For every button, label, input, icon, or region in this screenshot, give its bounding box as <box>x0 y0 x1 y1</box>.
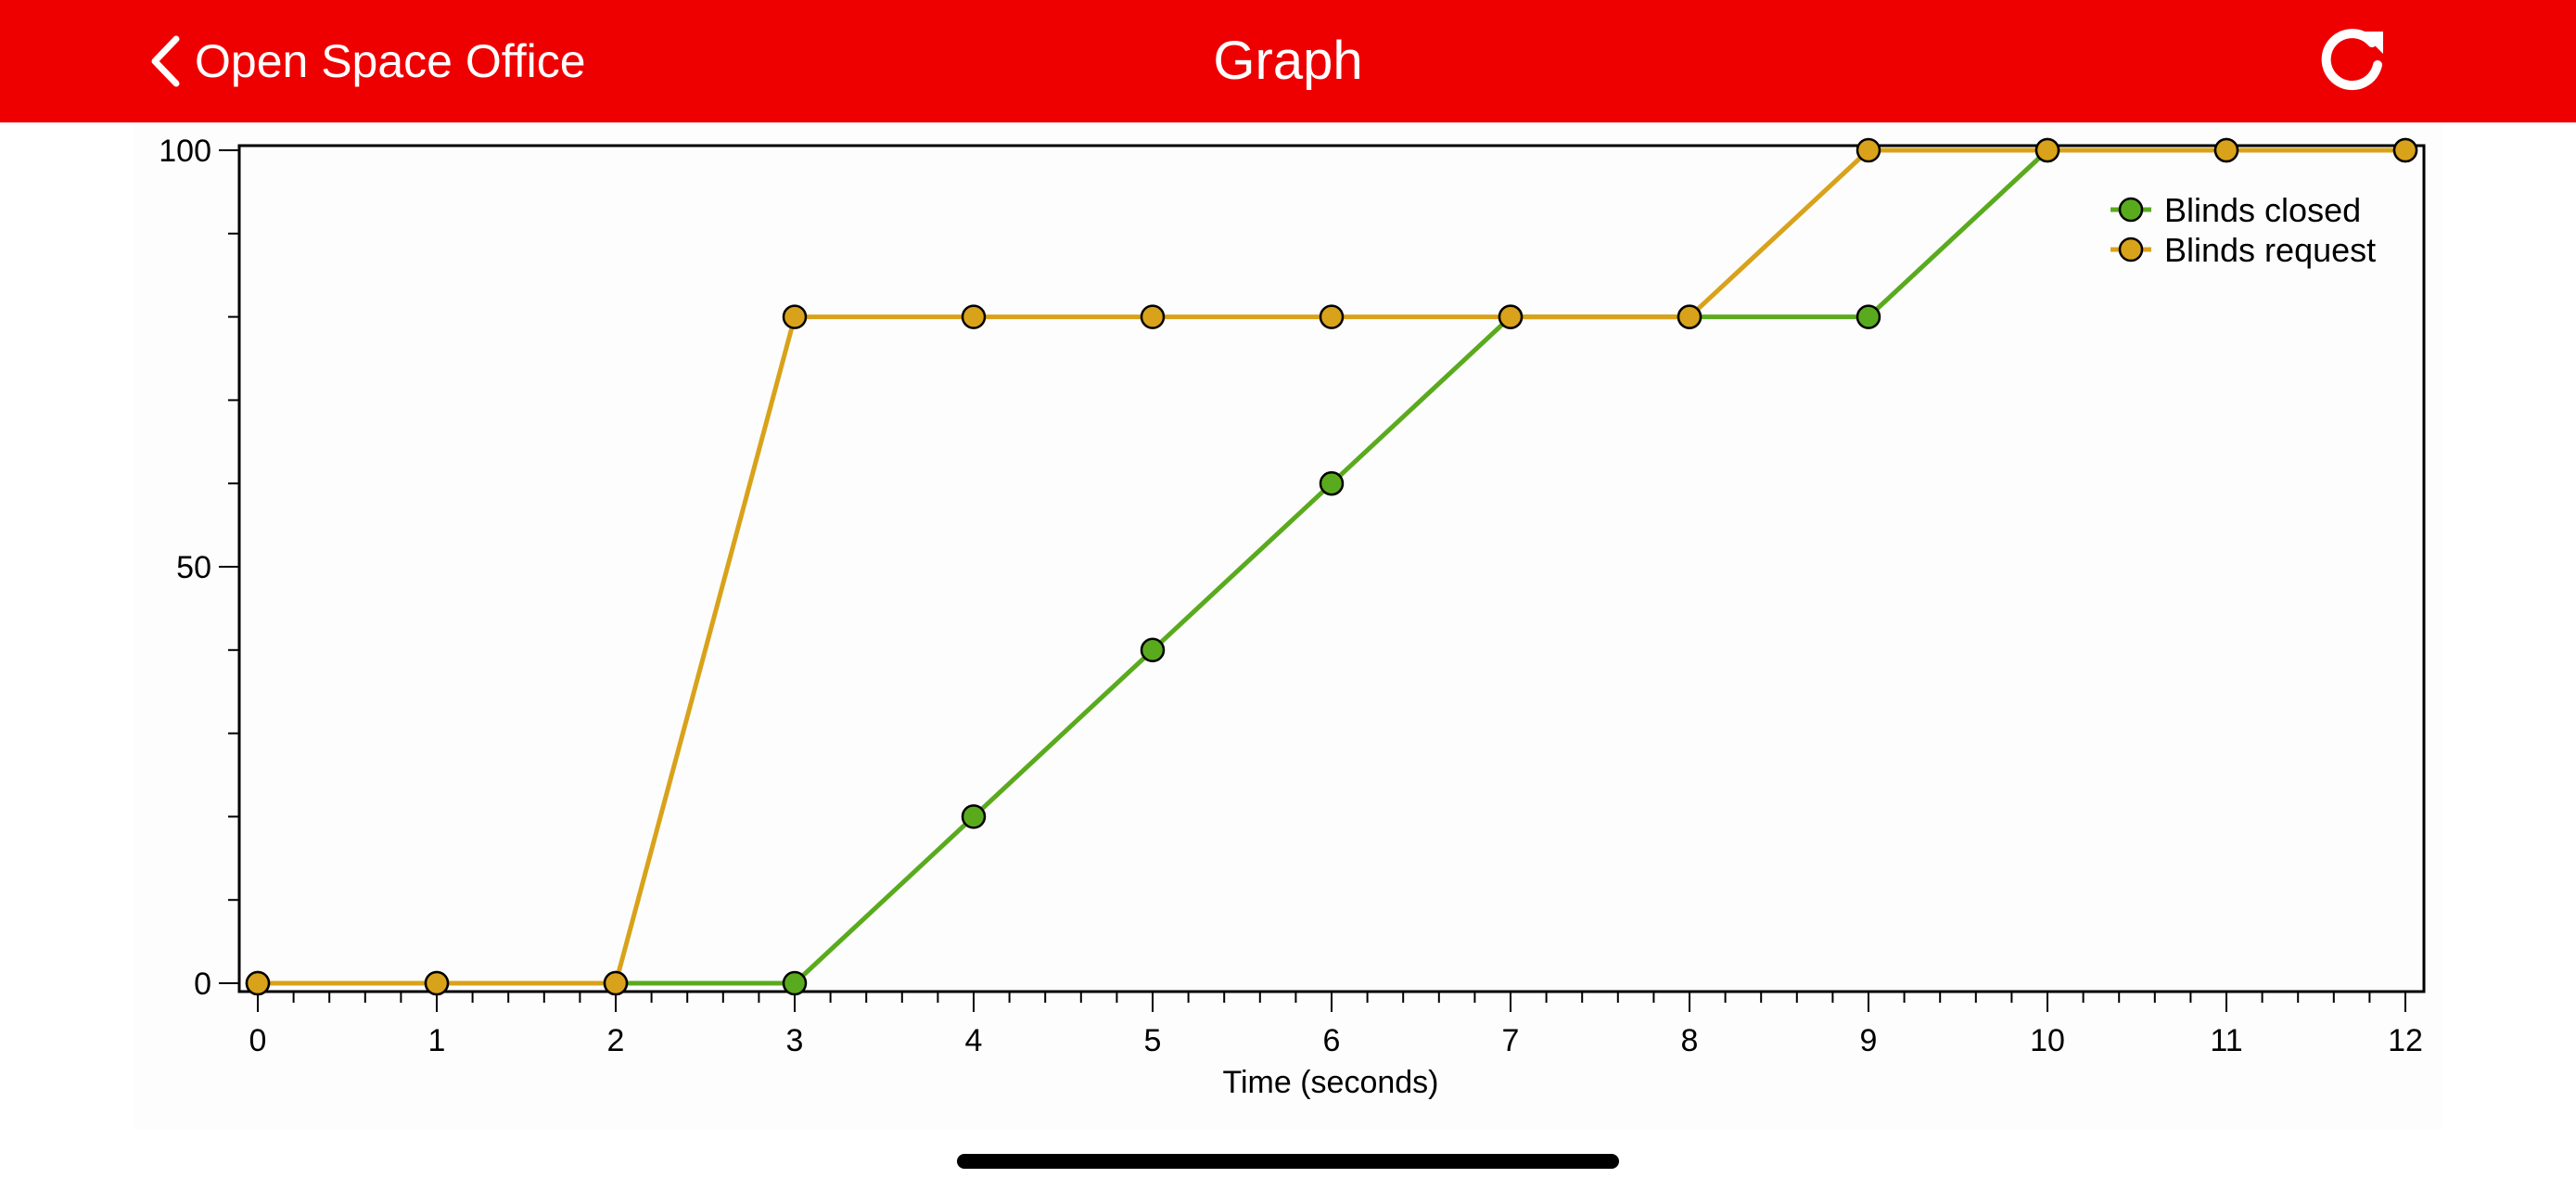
back-button-label: Open Space Office <box>195 35 586 87</box>
data-point <box>961 804 987 829</box>
x-axis-label: Time (seconds) <box>1222 1065 1438 1100</box>
x-tick-label: 6 <box>1323 1023 1341 1058</box>
y-tick-label: 100 <box>159 134 211 169</box>
x-tick-label: 9 <box>1860 1023 1878 1058</box>
x-tick-label: 12 <box>2388 1023 2423 1058</box>
data-point <box>2392 137 2418 163</box>
data-point <box>2034 137 2060 163</box>
data-point <box>782 970 808 996</box>
refresh-button[interactable] <box>2315 24 2389 98</box>
data-point <box>245 970 271 996</box>
data-point <box>1498 304 1524 329</box>
data-point <box>1319 304 1345 329</box>
data-point <box>1677 304 1702 329</box>
x-tick-label: 8 <box>1681 1023 1699 1058</box>
x-tick-label: 4 <box>965 1023 983 1058</box>
data-point <box>782 304 808 329</box>
data-point <box>424 970 450 996</box>
x-tick-label: 1 <box>428 1023 446 1058</box>
data-point <box>1319 470 1345 496</box>
data-point <box>961 304 987 329</box>
x-tick-label: 5 <box>1144 1023 1162 1058</box>
home-indicator <box>957 1154 1619 1169</box>
y-tick-label: 50 <box>176 550 211 585</box>
back-button[interactable]: Open Space Office <box>148 26 586 96</box>
legend-marker <box>2118 197 2144 223</box>
data-point <box>1140 637 1166 663</box>
chart-container: 0 1 2 3 4 5 6 7 8 9 10 11 12 0 50 100 Time (seconds) Bl… <box>134 122 2442 1130</box>
data-point <box>1855 137 1881 163</box>
plot-frame <box>237 144 2426 993</box>
legend-label: Blinds closed <box>2164 191 2361 229</box>
refresh-icon <box>2321 29 2383 91</box>
data-point <box>2213 137 2239 163</box>
legend-label: Blinds request <box>2164 231 2376 269</box>
x-tick-label: 10 <box>2030 1023 2065 1058</box>
navigation-bar: Open Space Office Graph <box>0 0 2576 122</box>
chevron-left-icon <box>151 35 180 87</box>
legend-marker <box>2118 237 2144 263</box>
x-tick-label: 7 <box>1502 1023 1520 1058</box>
y-tick-label: 0 <box>194 967 211 1002</box>
data-point <box>1140 304 1166 329</box>
data-point <box>603 970 629 996</box>
x-tick-label: 11 <box>2210 1023 2242 1058</box>
data-point <box>1855 304 1881 329</box>
x-tick-label: 2 <box>607 1023 625 1058</box>
x-tick-label: 0 <box>249 1023 267 1058</box>
x-tick-label: 3 <box>786 1023 804 1058</box>
